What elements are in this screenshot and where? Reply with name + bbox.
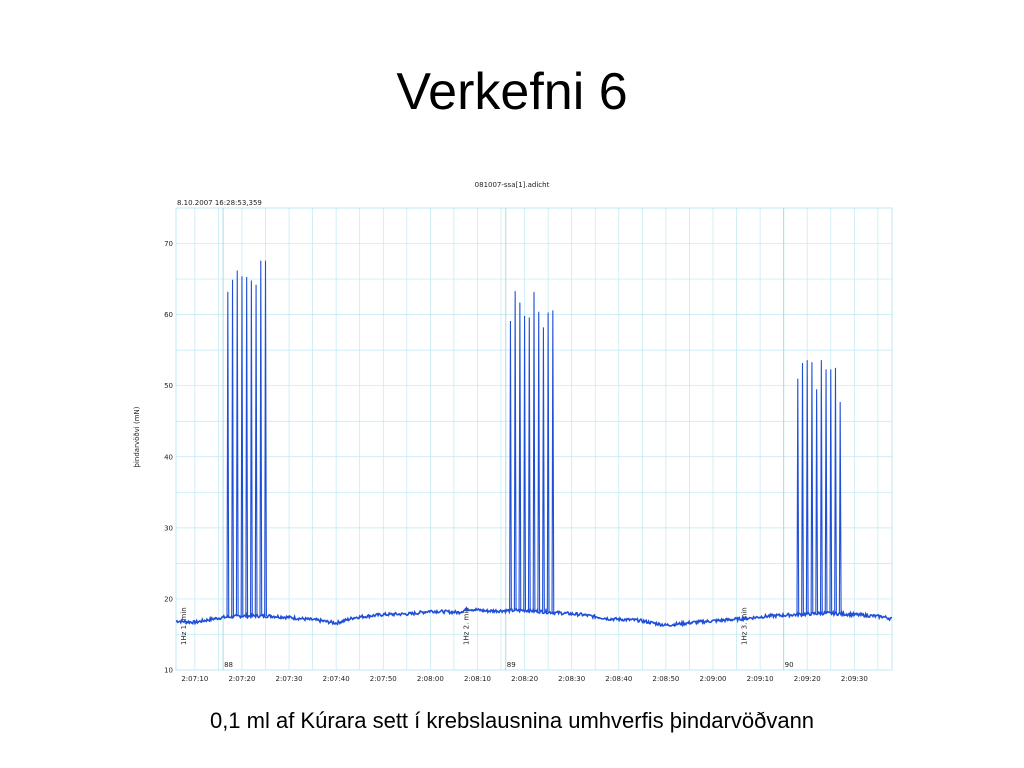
y-tick-label: 60	[164, 311, 173, 319]
twitch-peak	[824, 369, 828, 614]
twitch-peak	[805, 360, 809, 615]
twitch-peak	[532, 291, 536, 612]
chart-subtitle: 8.10.2007 16:28:53,359	[177, 199, 262, 207]
x-tick-label: 2:09:10	[747, 675, 774, 683]
comment-number: 90	[785, 661, 794, 669]
x-tick-label: 2:07:50	[370, 675, 397, 683]
twitch-peak	[546, 312, 550, 613]
twitch-peak	[834, 367, 837, 614]
twitch-peak	[551, 310, 555, 613]
x-tick-label: 2:09:00	[700, 675, 727, 683]
x-tick-label: 2:08:20	[511, 675, 538, 683]
twitch-peak	[523, 316, 527, 611]
twitch-peak	[513, 291, 517, 611]
x-tick-label: 2:08:30	[558, 675, 585, 683]
twitch-peak	[509, 321, 512, 611]
twitch-peak	[250, 280, 253, 616]
twitch-peak	[259, 260, 263, 616]
comment-markers: 88 1Hz 1. min 89 1Hz 2. min 90 1Hz 3. min	[180, 208, 794, 670]
comment-label: 1Hz 1. min	[180, 607, 188, 645]
twitch-peak	[235, 270, 239, 617]
twitch-peak	[254, 284, 258, 616]
comment-number: 88	[224, 661, 233, 669]
twitch-peak	[527, 317, 531, 611]
baseline-trace	[175, 605, 893, 628]
x-tick-label: 2:08:40	[605, 675, 632, 683]
y-tick-label: 10	[164, 667, 173, 675]
twitch-peak	[226, 291, 230, 618]
y-tick-label: 20	[164, 595, 173, 603]
x-tick-label: 2:07:10	[181, 675, 208, 683]
axis-ticks: 10 20 30 40 50 60 70 2:07:10 2:07:20 2:07:30 2:07:…	[164, 240, 868, 683]
x-tick-label: 2:08:50	[652, 675, 679, 683]
y-axis-label: þindarvöðvi (mN)	[133, 406, 141, 467]
twitch-peak	[518, 302, 522, 611]
x-tick-label: 2:08:10	[464, 675, 491, 683]
y-tick-label: 50	[164, 382, 173, 390]
x-tick-label: 2:08:00	[417, 675, 444, 683]
x-tick-label: 2:09:30	[841, 675, 868, 683]
y-tick-label: 40	[164, 453, 173, 461]
y-tick-label: 70	[164, 240, 173, 248]
twitch-peak	[537, 311, 541, 612]
x-tick-label: 2:07:20	[228, 675, 255, 683]
comment-label: 1Hz 3. min	[741, 607, 749, 645]
twitch-peak	[815, 389, 819, 614]
x-tick-label: 2:07:40	[323, 675, 350, 683]
chart-title: 081007-ssa[1].adicht	[475, 181, 550, 189]
slide-caption: 0,1 ml af Kúrara sett í krebslausnina um…	[209, 708, 815, 733]
twitch-peak	[264, 260, 267, 616]
x-tick-label: 2:07:30	[276, 675, 303, 683]
twitch-peak	[240, 276, 244, 616]
comment-label: 1Hz 2. min	[463, 607, 471, 645]
twitch-peak	[829, 369, 833, 614]
x-tick-label: 2:09:20	[794, 675, 821, 683]
comment-number: 89	[507, 661, 516, 669]
twitch-peak	[796, 378, 800, 615]
twitch-peak	[838, 402, 842, 614]
twitch-peak	[231, 279, 234, 617]
y-tick-label: 30	[164, 524, 173, 532]
twitch-peak	[801, 362, 804, 615]
slide-title: Verkefni 6	[396, 63, 628, 121]
twitch-peak	[810, 362, 814, 614]
force-trace	[175, 260, 893, 628]
twitch-peak	[245, 276, 249, 616]
twitch-peak	[542, 327, 545, 612]
twitch-peak	[819, 360, 823, 614]
